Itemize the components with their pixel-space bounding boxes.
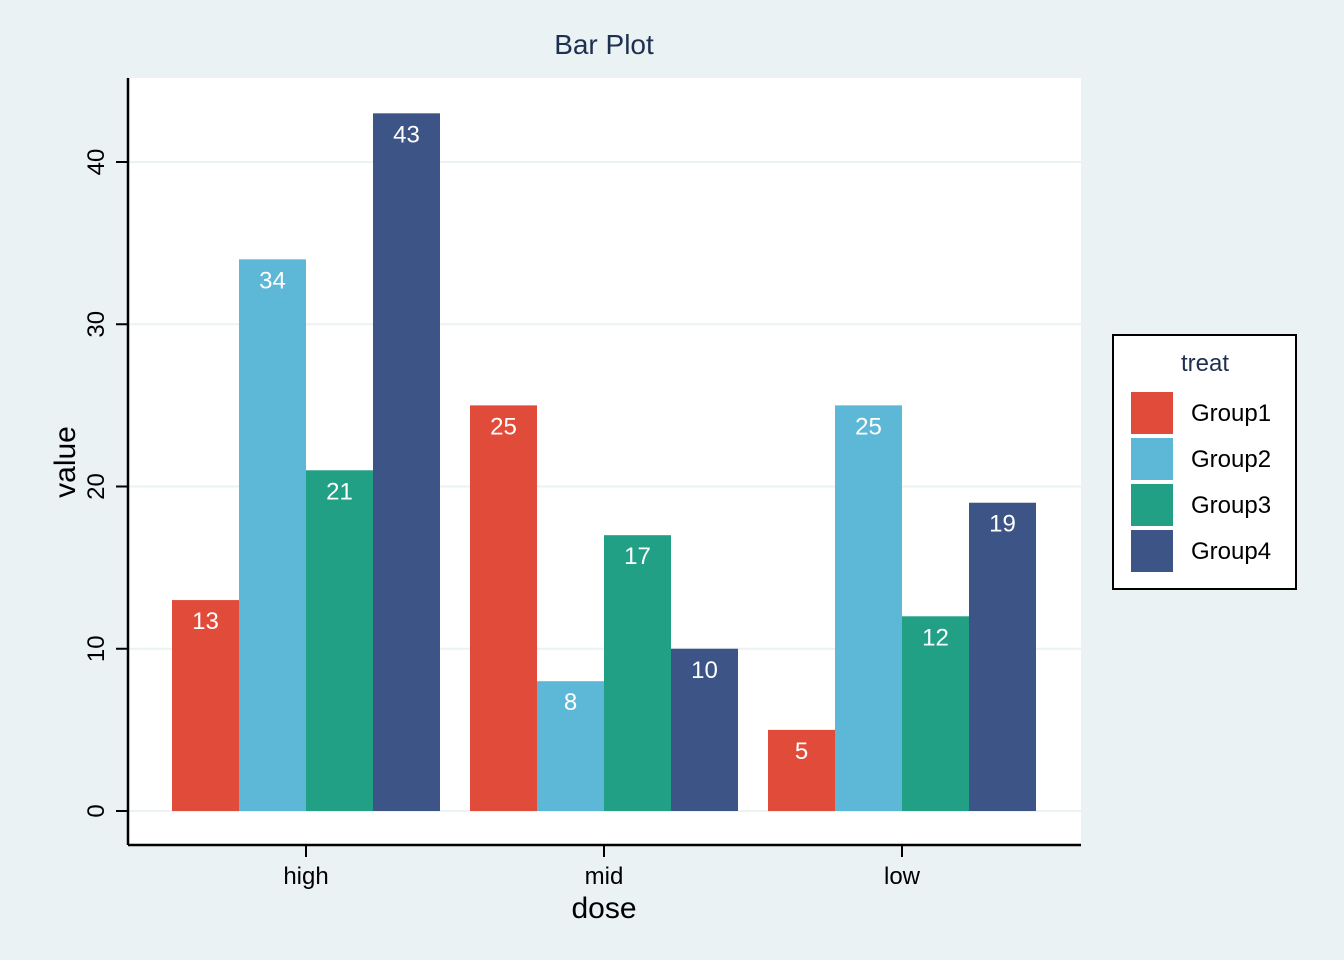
y-tick-label: 40: [83, 149, 110, 176]
bar-value-label: 13: [192, 608, 219, 635]
bar-value-label: 8: [564, 689, 577, 716]
legend-swatch: [1131, 438, 1173, 480]
bar-group2-low: [835, 405, 902, 811]
y-tick-label: 30: [83, 311, 110, 338]
y-tick-label: 0: [83, 804, 110, 817]
bar-group4-high: [373, 113, 440, 811]
x-axis-label: dose: [571, 892, 636, 925]
chart-title: Bar Plot: [554, 29, 654, 60]
legend-label: Group2: [1191, 446, 1271, 473]
bar-group2-mid: [537, 681, 604, 811]
legend: treat Group1 Group2 Group3 Group4: [1112, 334, 1297, 590]
bar-group1-mid: [470, 405, 537, 811]
bar-group2-high: [239, 259, 306, 812]
bar-group4-mid: [671, 648, 738, 811]
y-axis-label: value: [49, 426, 82, 498]
x-tick-label: high: [283, 863, 328, 890]
bar-group1-low: [768, 729, 835, 811]
bar-group1-high: [172, 600, 239, 811]
bars: [172, 113, 1036, 812]
legend-swatch: [1131, 530, 1173, 572]
bar-group3-mid: [604, 535, 671, 811]
bar-value-label: 25: [855, 413, 882, 440]
bar-value-label: 10: [691, 657, 718, 684]
legend-title: treat: [1181, 350, 1229, 377]
bar-group3-high: [306, 470, 373, 811]
y-tick-label: 10: [83, 635, 110, 662]
legend-swatch: [1131, 392, 1173, 434]
bar-value-label: 17: [624, 543, 651, 570]
bar-value-labels: 13 34 21 43 25 8 17 10 5 25 12 19: [192, 121, 1016, 765]
y-tick-label: 20: [83, 473, 110, 500]
x-ticks: high mid low: [283, 845, 921, 890]
legend-label: Group4: [1191, 538, 1271, 565]
bar-value-label: 25: [490, 413, 517, 440]
x-tick-label: low: [884, 863, 921, 890]
bar-value-label: 34: [259, 267, 286, 294]
legend-label: Group1: [1191, 400, 1271, 427]
bar-value-label: 19: [989, 511, 1016, 538]
legend-label: Group3: [1191, 492, 1271, 519]
legend-items: Group1 Group2 Group3 Group4: [1131, 392, 1271, 572]
bar-value-label: 12: [922, 624, 949, 651]
bar-group4-low: [969, 502, 1036, 811]
bar-value-label: 21: [326, 478, 353, 505]
bar-value-label: 5: [795, 738, 808, 765]
bar-value-label: 43: [393, 121, 420, 148]
x-tick-label: mid: [585, 863, 624, 890]
legend-swatch: [1131, 484, 1173, 526]
y-ticks: 0 10 20 30 40: [83, 149, 128, 818]
bar-group3-low: [902, 616, 969, 811]
